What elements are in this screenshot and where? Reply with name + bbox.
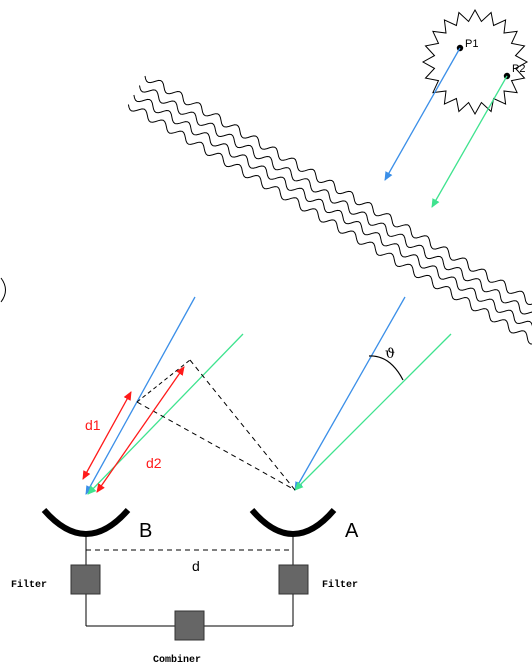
ray-p1-to-b: [85, 296, 196, 495]
angle-arc: [368, 355, 404, 381]
label-p1: P1: [465, 38, 478, 50]
mirror-b: [41, 508, 131, 537]
filter-box-left: [70, 564, 101, 595]
label-d2: d2: [146, 455, 162, 471]
dashed-line-1: [136, 401, 296, 491]
label-baseline: d: [192, 558, 200, 574]
atmosphere-wave-line: [144, 75, 532, 306]
arrow-d2: [96, 366, 185, 493]
label-filter-right: Filter: [322, 579, 358, 591]
atmosphere-wave-line: [139, 85, 532, 315]
label-telescope-a: A: [345, 520, 359, 542]
atmosphere-wave-line: [127, 104, 532, 345]
label-theta: ϑ: [385, 346, 395, 362]
ray-p2-incoming: [431, 75, 508, 208]
label-filter-left: Filter: [11, 579, 47, 591]
label-combiner: Combiner: [153, 654, 201, 666]
filter-box-right: [278, 564, 309, 595]
dashed-line-2: [189, 359, 296, 491]
ray-p1-incoming: [384, 47, 461, 181]
atmosphere-waves: [127, 75, 532, 345]
star-icon: [421, 8, 529, 116]
label-d1: d1: [85, 417, 101, 433]
edge-arc: [0, 277, 6, 303]
ray-p2-to-b: [87, 333, 244, 495]
label-p2: P2: [512, 63, 525, 75]
ray-p1-to-a: [294, 296, 406, 491]
ray-p2-to-a: [294, 333, 452, 491]
label-telescope-b: B: [139, 520, 152, 542]
mirror-a: [249, 508, 337, 537]
arrow-d1: [82, 391, 132, 480]
atmosphere-wave-line: [133, 94, 532, 327]
combiner-box: [174, 610, 205, 641]
